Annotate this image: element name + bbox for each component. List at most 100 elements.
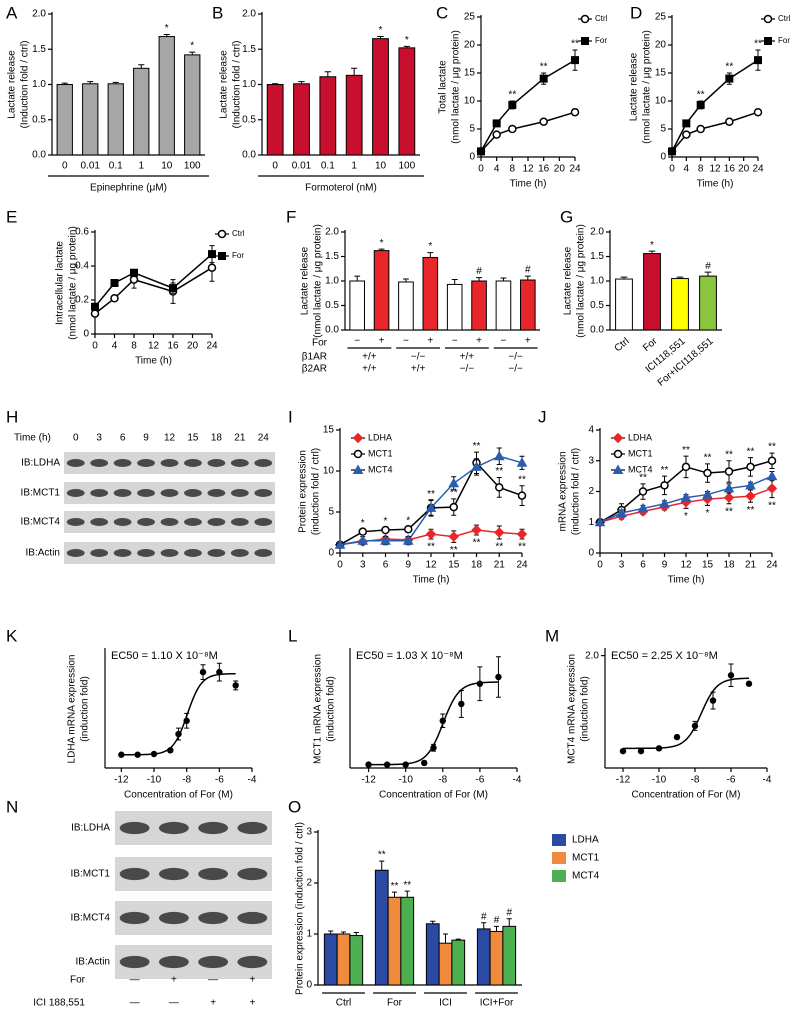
bar [471, 280, 487, 331]
lane-header: Time (h) [14, 433, 51, 444]
y-axis-label: Lactate release [219, 50, 230, 119]
x-tick-label: 1 [138, 161, 144, 172]
error-bar [481, 922, 487, 929]
marker [594, 516, 606, 527]
x-tick-label: -6 [475, 775, 484, 786]
point [458, 700, 465, 708]
error-bar [704, 271, 712, 277]
bar [374, 869, 389, 986]
x-tick-label: 15 [448, 560, 460, 571]
point [216, 668, 223, 676]
bar [56, 84, 73, 156]
marker [570, 107, 580, 117]
error-bar [451, 279, 458, 285]
error-bar [163, 33, 170, 37]
significance-mark: ** [403, 880, 411, 891]
panel-label: H [6, 407, 18, 426]
significance-mark: * [684, 511, 688, 522]
fit-curve [623, 677, 750, 750]
marker [449, 502, 458, 512]
significance-mark: ** [571, 39, 579, 50]
panel-label: G [560, 207, 573, 226]
panel-label: D [630, 3, 642, 22]
y-axis-label: MCT1 mRNA expression [313, 654, 324, 764]
significance-mark: ** [518, 542, 526, 553]
y-tick-label: 2.0 [590, 227, 604, 238]
blot-row-label: IB:LDHA [71, 823, 110, 834]
significance-mark: * [384, 516, 388, 527]
bar [336, 933, 351, 986]
blot-band [254, 489, 273, 497]
point [495, 673, 502, 681]
y-tick-label: 3 [588, 455, 594, 466]
blot-band [66, 489, 85, 497]
y-tick-label: 0 [469, 152, 475, 163]
marker [495, 483, 504, 492]
marker [516, 528, 528, 540]
y-tick-label: 0.0 [242, 150, 256, 161]
significance-mark: ** [725, 506, 733, 517]
marker [681, 462, 691, 472]
significance-mark: ** [495, 466, 503, 477]
significance-mark: ** [495, 542, 503, 553]
marker [539, 117, 548, 126]
x-axis-label: Epinephrine (μM) [90, 183, 167, 194]
y-tick-label: 1 [306, 929, 312, 940]
blot-band [113, 489, 132, 497]
marker [471, 524, 482, 536]
significance-mark: * [361, 518, 365, 529]
x-tick-label: 3 [619, 560, 625, 571]
blot-band [137, 489, 155, 497]
marker [516, 457, 528, 467]
bar [425, 923, 440, 986]
significance-mark: ** [754, 39, 762, 50]
x-tick-label: -6 [727, 775, 736, 786]
annotation: EC50 = 2.25 X 10⁻⁸M [611, 650, 718, 662]
x-tick-label: 20 [738, 164, 750, 175]
legend-label: MCT4 [572, 871, 600, 882]
marker [208, 250, 216, 259]
legend-label: MCT4 [368, 464, 393, 474]
bar [398, 47, 416, 156]
marker [659, 498, 670, 508]
blot-band [230, 518, 249, 526]
y-tick-label: 20 [655, 40, 667, 51]
error-bar [620, 276, 628, 280]
y-tick-label: 1.0 [325, 276, 339, 287]
y-axis-label: Protein expression (induction fold / ctr… [295, 822, 306, 995]
y-axis-label: (induction fold) [80, 676, 91, 742]
bar [107, 83, 124, 156]
x-tick-label: -8 [182, 775, 191, 786]
x-tick-label: 12 [709, 164, 721, 175]
y-axis-label: (nmol lactate / μg protein) [68, 226, 79, 340]
legend-label: MCT4 [628, 464, 653, 474]
blot-band [90, 489, 109, 497]
x-tick-label: 100 [398, 161, 415, 172]
y-axis-label: Protein expression [298, 450, 309, 533]
blot-band [184, 489, 202, 497]
point [655, 745, 663, 752]
condition-label: + [210, 998, 216, 1009]
blot-band [254, 518, 273, 526]
marker [539, 74, 548, 83]
lane-label: 21 [234, 433, 246, 444]
point [439, 717, 446, 724]
error-bar [61, 82, 68, 85]
legend-marker [352, 432, 364, 444]
y-axis-label: Lactate release [563, 246, 574, 315]
significance-mark: ** [768, 442, 776, 453]
x-tick-label: + [525, 336, 531, 347]
x-tick-label: − [403, 336, 409, 347]
panel-label: C [436, 3, 448, 22]
bar [400, 896, 415, 986]
y-tick-label: 0.5 [242, 114, 256, 125]
y-tick-label: 1.0 [32, 79, 46, 90]
y-tick-label: 10 [464, 96, 476, 107]
significance-mark: ** [473, 441, 481, 452]
significance-mark: ** [450, 488, 458, 499]
significance-mark: # [525, 265, 531, 276]
y-tick-label: 5 [660, 124, 666, 135]
y-axis-label: (induction fold / ctrl) [311, 448, 322, 535]
point [232, 682, 239, 689]
